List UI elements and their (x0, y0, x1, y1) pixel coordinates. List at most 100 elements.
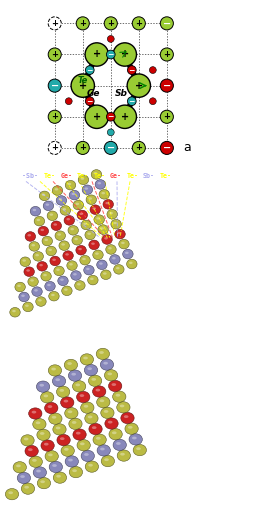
Ellipse shape (125, 423, 138, 434)
Ellipse shape (24, 486, 29, 489)
Ellipse shape (76, 203, 79, 205)
Ellipse shape (86, 268, 90, 270)
Circle shape (48, 48, 61, 61)
Ellipse shape (83, 223, 87, 225)
Ellipse shape (76, 245, 86, 255)
Ellipse shape (93, 434, 106, 445)
Ellipse shape (71, 373, 76, 376)
Text: c: c (250, 494, 258, 507)
Ellipse shape (54, 223, 57, 226)
Ellipse shape (46, 246, 56, 256)
Ellipse shape (28, 277, 38, 286)
Ellipse shape (89, 240, 99, 250)
Ellipse shape (64, 448, 69, 450)
Ellipse shape (67, 362, 72, 365)
Ellipse shape (70, 228, 74, 230)
Ellipse shape (96, 437, 101, 440)
Ellipse shape (12, 310, 16, 312)
Circle shape (132, 17, 145, 30)
Ellipse shape (59, 198, 62, 200)
Ellipse shape (21, 483, 35, 494)
Ellipse shape (109, 212, 113, 214)
Text: b: b (250, 316, 259, 329)
Ellipse shape (56, 475, 61, 477)
Ellipse shape (125, 252, 129, 254)
Ellipse shape (39, 384, 44, 387)
Text: Te-: Te- (44, 173, 56, 179)
Text: −: − (108, 50, 114, 59)
Ellipse shape (72, 469, 77, 472)
Circle shape (107, 129, 114, 136)
Ellipse shape (90, 278, 94, 280)
Ellipse shape (93, 386, 106, 397)
Circle shape (86, 97, 94, 105)
Circle shape (85, 43, 108, 66)
Text: +: + (135, 143, 142, 153)
Ellipse shape (39, 264, 43, 266)
Ellipse shape (60, 279, 64, 281)
Ellipse shape (84, 265, 94, 275)
Ellipse shape (36, 381, 50, 392)
Text: +: + (163, 50, 170, 59)
Ellipse shape (39, 191, 50, 201)
Ellipse shape (69, 263, 73, 266)
Ellipse shape (58, 276, 68, 285)
Ellipse shape (96, 348, 109, 360)
Ellipse shape (30, 207, 41, 216)
Circle shape (160, 17, 174, 30)
Ellipse shape (49, 213, 53, 216)
Ellipse shape (72, 193, 75, 195)
Ellipse shape (53, 472, 66, 483)
Ellipse shape (37, 477, 51, 489)
Ellipse shape (66, 218, 70, 221)
Ellipse shape (113, 222, 117, 224)
Text: Te-: Te- (160, 173, 172, 179)
Ellipse shape (20, 475, 25, 478)
Text: −: − (163, 143, 171, 153)
Ellipse shape (31, 244, 35, 247)
Ellipse shape (88, 275, 98, 285)
Text: +: + (79, 143, 86, 153)
Circle shape (127, 74, 150, 98)
Ellipse shape (23, 302, 33, 312)
Ellipse shape (91, 242, 95, 245)
Ellipse shape (100, 447, 105, 450)
Circle shape (113, 43, 136, 66)
Circle shape (48, 110, 61, 124)
Ellipse shape (83, 357, 88, 360)
Ellipse shape (20, 257, 30, 267)
Ellipse shape (49, 291, 59, 301)
Circle shape (113, 105, 136, 128)
Circle shape (107, 50, 115, 59)
Ellipse shape (8, 491, 13, 494)
Ellipse shape (72, 421, 76, 424)
Ellipse shape (73, 429, 86, 440)
Ellipse shape (34, 216, 45, 226)
Ellipse shape (65, 407, 78, 419)
Ellipse shape (45, 203, 49, 206)
Ellipse shape (116, 267, 120, 269)
Ellipse shape (101, 192, 105, 194)
Ellipse shape (123, 249, 133, 259)
Ellipse shape (49, 413, 62, 425)
Ellipse shape (127, 259, 137, 269)
Ellipse shape (87, 367, 92, 370)
Ellipse shape (129, 434, 142, 445)
Ellipse shape (33, 467, 47, 478)
Ellipse shape (37, 262, 47, 271)
Ellipse shape (72, 380, 86, 392)
Text: −: − (163, 80, 171, 91)
Ellipse shape (56, 386, 70, 398)
Ellipse shape (26, 269, 30, 271)
Circle shape (104, 17, 117, 30)
Ellipse shape (95, 180, 106, 189)
Ellipse shape (51, 367, 56, 371)
Ellipse shape (38, 226, 48, 236)
Ellipse shape (80, 255, 90, 265)
Text: −: − (87, 65, 93, 75)
Ellipse shape (103, 362, 108, 364)
Ellipse shape (112, 257, 116, 260)
Ellipse shape (100, 359, 114, 370)
Circle shape (128, 66, 136, 74)
Ellipse shape (57, 434, 70, 446)
